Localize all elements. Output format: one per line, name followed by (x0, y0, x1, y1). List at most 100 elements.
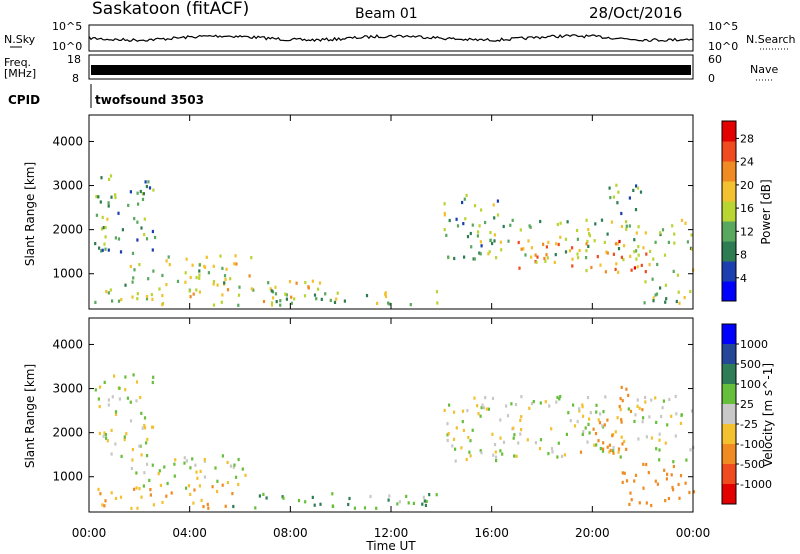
range-gate-cell (480, 451, 483, 455)
range-gate-cell (644, 400, 647, 404)
range-gate-cell (212, 264, 215, 268)
range-gate-cell (130, 506, 133, 510)
range-gate-cell (611, 434, 614, 438)
range-gate-cell (159, 483, 162, 487)
range-gate-cell (485, 407, 488, 411)
range-gate-cell (542, 242, 545, 246)
colorbar-segment (722, 201, 736, 222)
range-gate-cell (187, 484, 191, 488)
range-gate-cell (593, 443, 596, 447)
range-gate-cell (137, 202, 140, 206)
range-gate-cell (311, 279, 314, 283)
colorbar-tick-label: 100 (740, 378, 761, 391)
colorbar-tick-label: 12 (740, 225, 754, 238)
range-gate-cell (476, 404, 479, 408)
range-gate-cell (107, 403, 110, 407)
range-gate-cell (104, 235, 107, 239)
range-gate-cell (131, 295, 134, 299)
colorbar-tick-label: 20 (740, 179, 754, 192)
range-gate-cell (101, 248, 104, 252)
range-gate-cell (672, 488, 675, 492)
range-gate-cell (119, 495, 123, 499)
range-gate-cell (136, 191, 139, 195)
range-gate-cell (560, 454, 564, 458)
range-gate-cell (587, 228, 590, 232)
range-gate-cell (144, 180, 147, 184)
range-gate-cell (94, 242, 97, 246)
range-gate-cell (307, 286, 310, 290)
velocity-colorbar: 1000 500 100 25 -25 -100 -500 -1000 (721, 323, 772, 505)
range-gate-cell (641, 408, 644, 412)
range-gate-cell (421, 502, 424, 506)
range-gate-cell (481, 403, 484, 407)
range-gate-cell (238, 285, 241, 289)
range-gate-cell (502, 224, 505, 229)
range-gate-cell (546, 256, 549, 260)
range-gate-cell (189, 295, 192, 299)
y-tick-label: 1000 (52, 267, 83, 281)
range-gate-cell (151, 229, 154, 234)
range-gate-cell (589, 411, 592, 415)
range-gate-cell (648, 263, 651, 267)
range-gate-cell (619, 397, 622, 401)
range-gate-cell (443, 202, 446, 206)
range-gate-cell (158, 469, 161, 473)
range-gate-cell (241, 467, 244, 471)
range-gate-cell (478, 251, 481, 255)
range-gate-cell (495, 459, 498, 463)
range-gate-cell (493, 443, 497, 447)
range-gate-cell (335, 297, 338, 301)
range-gate-cell (161, 273, 164, 278)
range-gate-cell (612, 195, 615, 199)
colorbar-segment (722, 281, 736, 302)
range-gate-cell (147, 277, 150, 281)
range-gate-cell (232, 504, 235, 509)
range-gate-cell (673, 241, 676, 245)
range-gate-cell (311, 495, 314, 499)
range-gate-cell (587, 422, 590, 426)
range-gate-cell (329, 298, 332, 302)
range-gate-cell (124, 283, 127, 287)
range-gate-cell (656, 482, 659, 486)
range-gate-cell (484, 220, 487, 225)
range-gate-cell (461, 409, 465, 413)
range-gate-cell (102, 434, 105, 438)
range-gate-cell (428, 493, 431, 497)
range-gate-cell (606, 418, 609, 422)
range-gate-cell (555, 242, 558, 246)
colorbar-segment (722, 344, 736, 365)
range-gate-cell (270, 289, 273, 293)
range-gate-cell (556, 222, 559, 227)
range-gate-cell (576, 252, 579, 256)
range-gate-cell (216, 489, 219, 494)
range-gate-cell (104, 433, 107, 437)
range-gate-cell (412, 501, 415, 505)
range-gate-cell (272, 296, 275, 300)
colorbar-segment (722, 141, 736, 162)
colorbar-segment (722, 261, 736, 282)
range-gate-cell (679, 421, 682, 425)
colorbar-segment (722, 121, 736, 142)
range-gate-cell (654, 293, 657, 297)
range-gate-cell (103, 431, 106, 435)
x-axis: 00:00 04:00 08:00 12:00 16:00 20:00 00:00 (72, 115, 710, 540)
range-gate-cell (104, 226, 107, 230)
range-gate-cell (110, 452, 113, 456)
range-gate-cell (539, 438, 543, 442)
range-gate-cell (617, 450, 620, 454)
range-gate-cell (621, 471, 624, 475)
range-gate-cell (138, 487, 141, 491)
range-gate-cell (620, 435, 623, 439)
range-gate-cell (336, 291, 339, 295)
range-gate-cell (154, 235, 157, 240)
range-gate-cell (229, 464, 232, 468)
range-gate-cell (470, 245, 473, 249)
range-gate-cell (571, 257, 574, 261)
range-gate-cell (191, 457, 194, 461)
range-gate-cell (207, 506, 210, 510)
range-gate-cell (396, 502, 399, 506)
range-gate-cell (672, 464, 675, 469)
range-gate-cell (608, 443, 611, 447)
range-gate-cell (636, 398, 639, 402)
range-gate-cell (555, 400, 558, 404)
